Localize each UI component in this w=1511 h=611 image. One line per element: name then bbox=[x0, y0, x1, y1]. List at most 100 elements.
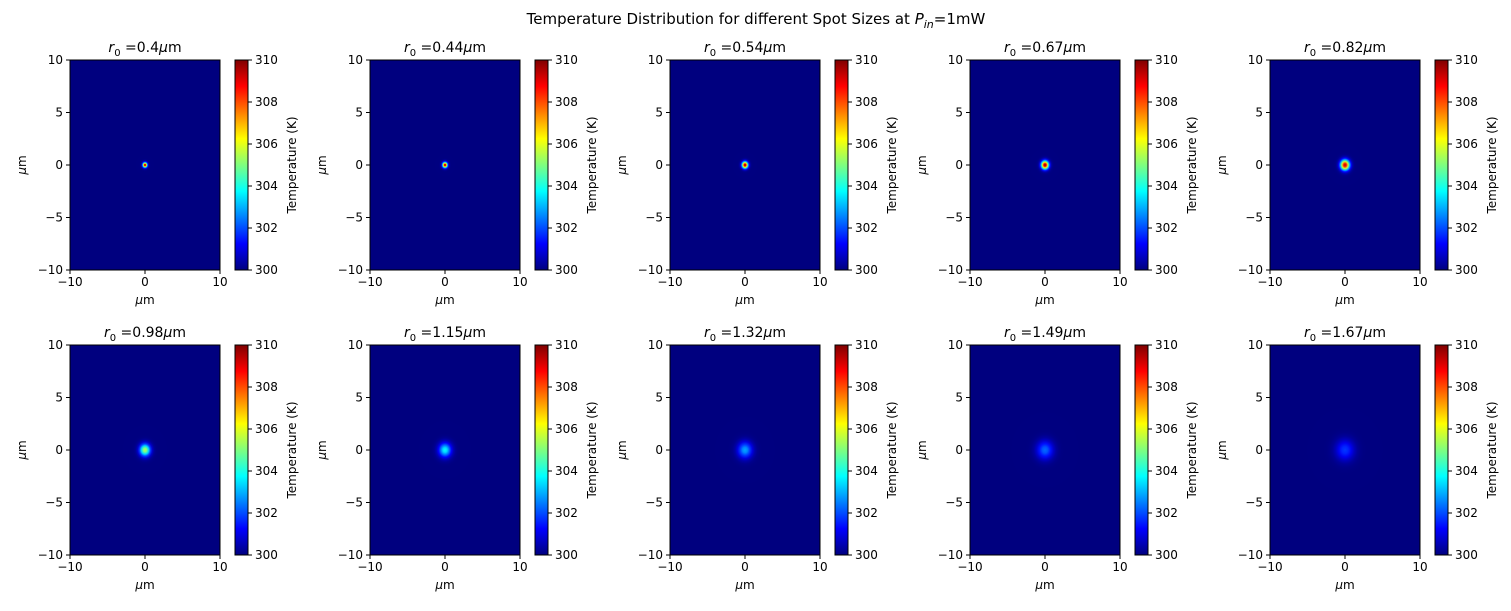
x-tick-label: −10 bbox=[357, 560, 382, 574]
colorbar-tick-label: 308 bbox=[255, 380, 278, 394]
colorbar-label: Temperature (K) bbox=[585, 401, 599, 499]
x-tick-label: 0 bbox=[141, 275, 149, 289]
heatmap-hotspot bbox=[122, 425, 168, 475]
y-tick-label: 10 bbox=[948, 53, 963, 67]
heatmap-panel: r0 =1.32μm−10 0 101050−5−10μmμm31030830630… bbox=[615, 325, 899, 592]
colorbar-tick-label: 300 bbox=[1155, 263, 1178, 277]
y-tick-label: 0 bbox=[955, 443, 963, 457]
x-axis-label-m: m bbox=[1043, 293, 1055, 307]
y-tick-label: −5 bbox=[945, 496, 963, 510]
y-tick-label: 5 bbox=[1255, 391, 1263, 405]
y-axis-label-m: m bbox=[615, 440, 629, 452]
colorbar-tick-label: 302 bbox=[255, 221, 278, 235]
panel-title-value: =0.67 bbox=[1016, 40, 1063, 56]
x-tick-label: −10 bbox=[957, 275, 982, 289]
x-tick-label: 10 bbox=[512, 560, 527, 574]
panel-title-symbol: r bbox=[108, 40, 115, 56]
colorbar-tick-label: 310 bbox=[1455, 338, 1478, 352]
x-tick-label: 0 bbox=[441, 275, 449, 289]
y-tick-label: −10 bbox=[938, 263, 963, 277]
colorbar-tick-label: 310 bbox=[855, 53, 878, 67]
colorbar-tick-label: 310 bbox=[255, 338, 278, 352]
panel-title-m: m bbox=[1372, 325, 1386, 341]
y-tick-label: −10 bbox=[938, 548, 963, 562]
colorbar-label: Temperature (K) bbox=[885, 401, 899, 499]
colorbar-tick-label: 306 bbox=[855, 422, 878, 436]
y-tick-label: −5 bbox=[1245, 211, 1263, 225]
colorbar-tick-label: 300 bbox=[1455, 548, 1478, 562]
panel-title-m: m bbox=[472, 40, 486, 56]
colorbar bbox=[534, 344, 549, 556]
y-axis-label: μm bbox=[15, 440, 29, 460]
y-axis-label: μm bbox=[615, 155, 629, 175]
colorbar-tick-label: 302 bbox=[1155, 221, 1178, 235]
heatmap-panel: r0 =0.44μm−10 0 101050−5−10μmμm31030830630… bbox=[315, 40, 599, 307]
y-tick-label: 10 bbox=[1248, 53, 1263, 67]
y-tick-label: −10 bbox=[1238, 548, 1263, 562]
panel-title-subscript: 0 bbox=[410, 333, 416, 344]
y-tick-label: −5 bbox=[45, 211, 63, 225]
panel-title-mu: μ bbox=[462, 40, 472, 56]
y-tick-label: −10 bbox=[38, 263, 63, 277]
panel-title-mu: μ bbox=[1062, 40, 1072, 56]
x-tick-label: 0 bbox=[1041, 275, 1049, 289]
y-axis-label-m: m bbox=[15, 155, 29, 167]
panel-title-m: m bbox=[772, 40, 786, 56]
y-axis-label-mu: μ bbox=[15, 452, 29, 461]
y-axis-label-mu: μ bbox=[315, 452, 329, 461]
colorbar-tick-label: 308 bbox=[1155, 95, 1178, 109]
colorbar-label: Temperature (K) bbox=[885, 116, 899, 214]
x-tick-label: 0 bbox=[741, 275, 749, 289]
heatmap-hotspot bbox=[1326, 144, 1364, 186]
colorbar-tick-label: 304 bbox=[1155, 179, 1178, 193]
colorbar-tick-label: 310 bbox=[555, 53, 578, 67]
y-tick-label: 5 bbox=[955, 106, 963, 120]
panel-title-mu: μ bbox=[762, 325, 772, 341]
y-axis-label-m: m bbox=[315, 155, 329, 167]
colorbar-tick-label: 308 bbox=[1455, 95, 1478, 109]
panel-title-value: =0.98 bbox=[116, 325, 163, 341]
y-tick-label: 10 bbox=[348, 338, 363, 352]
y-tick-label: 5 bbox=[55, 391, 63, 405]
x-tick-label: 10 bbox=[212, 560, 227, 574]
x-axis-label: μm bbox=[434, 578, 454, 592]
panel-title-symbol: r bbox=[404, 40, 411, 56]
y-axis-label: μm bbox=[1215, 440, 1229, 460]
x-axis-label-m: m bbox=[743, 293, 755, 307]
x-axis-label-m: m bbox=[143, 293, 155, 307]
figure-title-suffix: =1mW bbox=[934, 10, 986, 28]
x-axis-label-m: m bbox=[1343, 578, 1355, 592]
colorbar-label: Temperature (K) bbox=[1485, 116, 1499, 214]
heatmap-hotspot bbox=[1011, 412, 1079, 488]
colorbar-label: Temperature (K) bbox=[1185, 401, 1199, 499]
y-axis-label: μm bbox=[1215, 155, 1229, 175]
panel-title-mu: μ bbox=[158, 40, 168, 56]
panel-title-symbol: r bbox=[704, 325, 711, 341]
y-tick-label: 5 bbox=[955, 391, 963, 405]
colorbar-tick-label: 302 bbox=[255, 506, 278, 520]
panel-title-mu: μ bbox=[762, 40, 772, 56]
x-axis-label-mu: μ bbox=[734, 293, 743, 307]
panel-title-value: =1.32 bbox=[716, 325, 763, 341]
x-tick-label: 0 bbox=[141, 560, 149, 574]
x-axis-label: μm bbox=[134, 578, 154, 592]
panel-title-m: m bbox=[772, 325, 786, 341]
y-axis-label: μm bbox=[315, 440, 329, 460]
colorbar bbox=[534, 59, 549, 271]
y-tick-label: −10 bbox=[1238, 263, 1263, 277]
y-tick-label: −10 bbox=[38, 548, 63, 562]
colorbar-tick-label: 308 bbox=[1155, 380, 1178, 394]
x-tick-label: 0 bbox=[1341, 275, 1349, 289]
x-axis-label: μm bbox=[1034, 293, 1054, 307]
panel-title: r0 =1.49μm bbox=[1004, 325, 1086, 344]
x-axis-label-mu: μ bbox=[1334, 293, 1343, 307]
panel-title-m: m bbox=[1372, 40, 1386, 56]
colorbar-tick-label: 306 bbox=[855, 137, 878, 151]
y-axis-label: μm bbox=[915, 440, 929, 460]
y-axis-label-mu: μ bbox=[615, 452, 629, 461]
x-axis-label-mu: μ bbox=[1034, 578, 1043, 592]
x-tick-label: 10 bbox=[812, 275, 827, 289]
panel-title-m: m bbox=[1072, 40, 1086, 56]
x-axis-label-m: m bbox=[1043, 578, 1055, 592]
x-axis-label-mu: μ bbox=[434, 578, 443, 592]
